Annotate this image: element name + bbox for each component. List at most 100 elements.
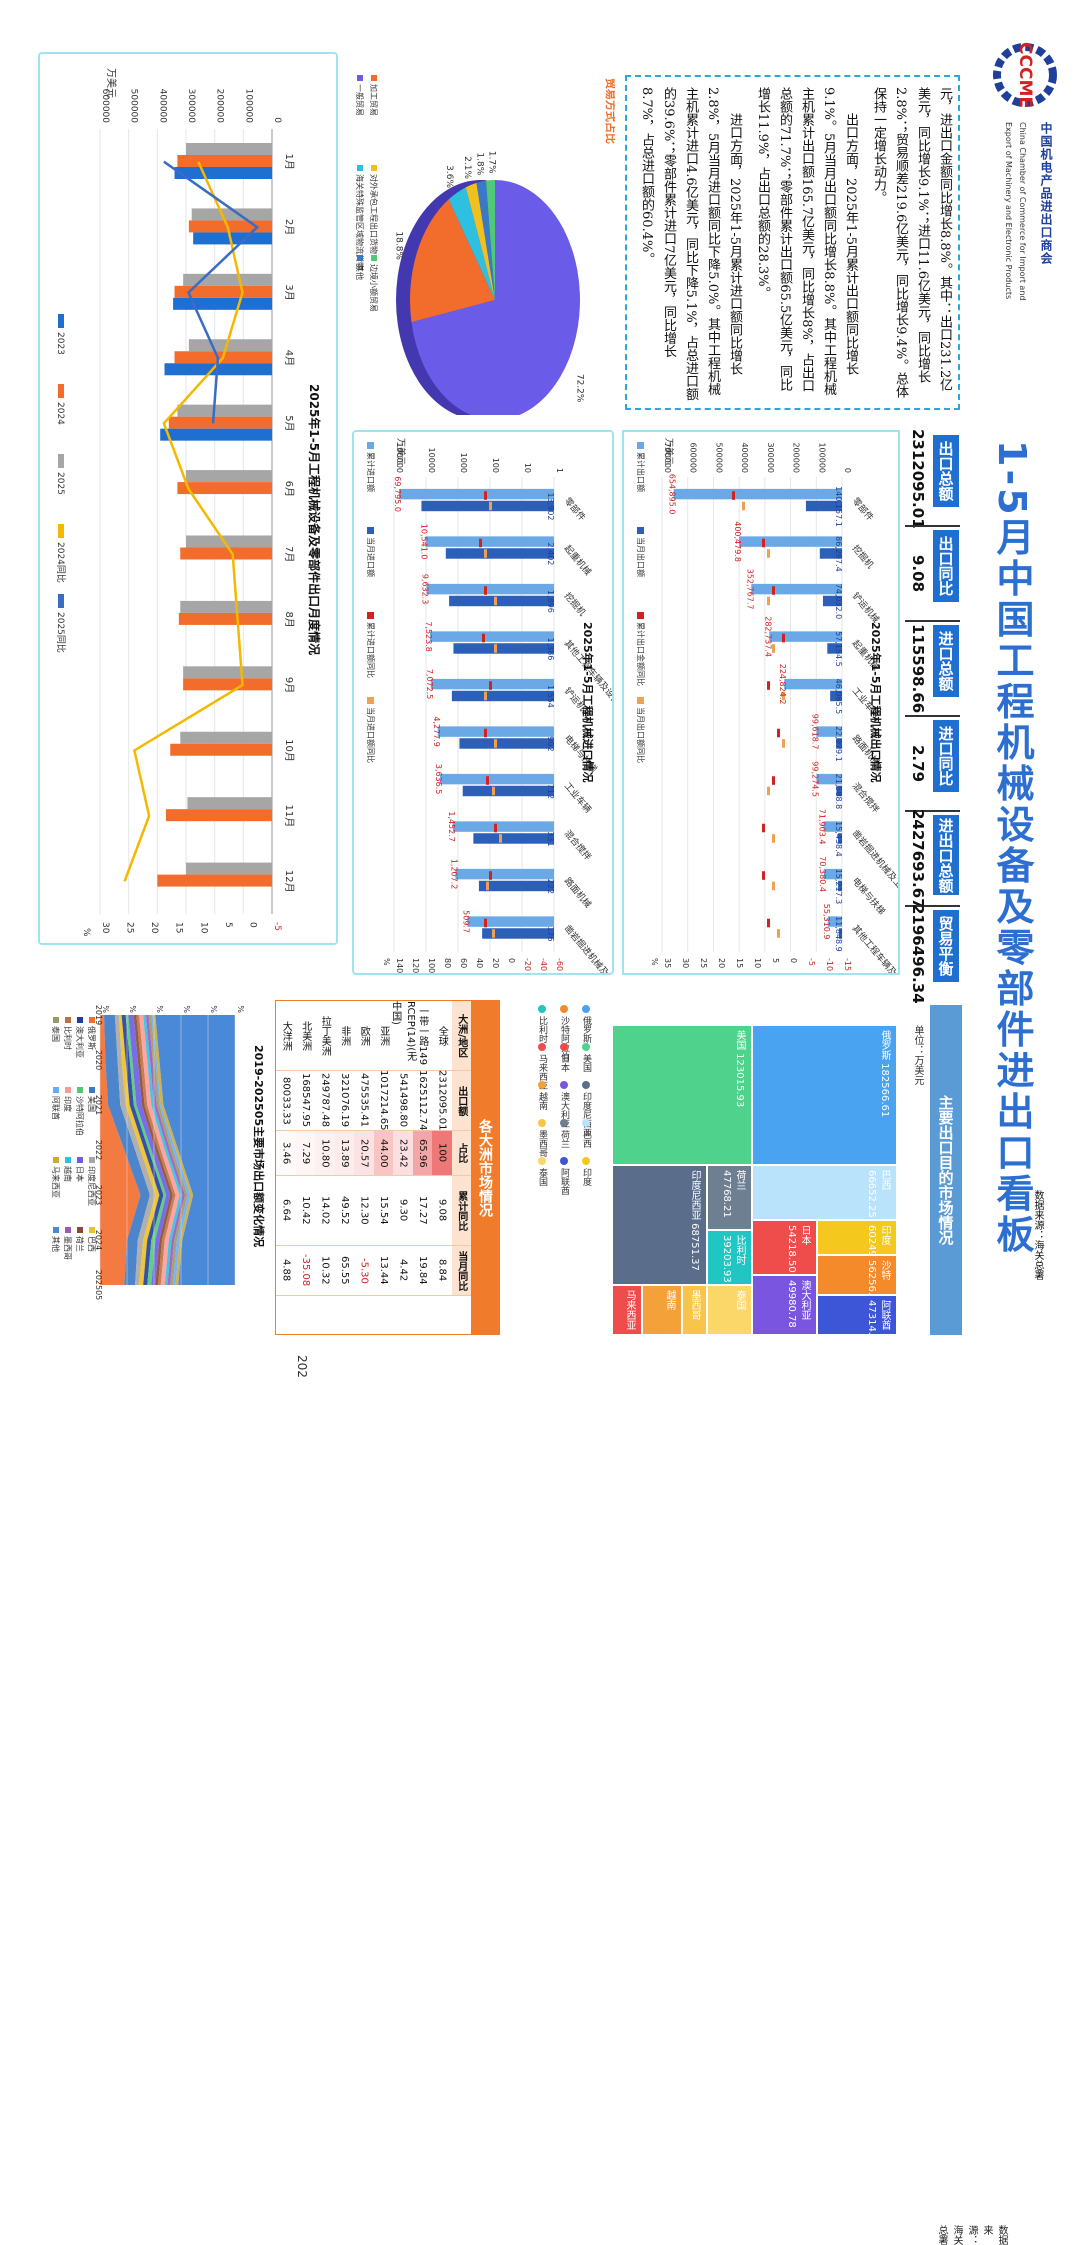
export-bar-chart: 0 100000 200000 300000 400000 500000 600000 700… <box>636 438 911 992</box>
import-right-tick: -40 <box>539 958 548 971</box>
export-bar-month <box>836 785 842 797</box>
monthly-right-tick-group: 5 <box>223 922 233 928</box>
import-marker-month-yoy <box>492 929 495 938</box>
monthly-bar <box>160 428 272 441</box>
treemap-cell-10: 阿联酋 47314.74 <box>817 1295 897 1335</box>
table-cell-text: 累计同比 <box>455 1190 467 1231</box>
import-month-label-group: 902 <box>546 736 555 751</box>
market-legend-label: 荷兰 <box>559 1130 569 1148</box>
export-marker-cum-yoy <box>772 776 775 785</box>
table-cell-text: 9.30 <box>397 1199 409 1222</box>
export-left-tick: 600000 <box>689 442 698 473</box>
table-cell: 4.42 <box>393 1246 413 1296</box>
import-right-tick: 80 <box>443 958 452 968</box>
export-right-tick: 5 <box>771 958 780 963</box>
treemap-cell-label: 美国 123015.93 <box>734 1030 745 1108</box>
market-legend-label: 日本 <box>559 1054 569 1072</box>
import-category-label: 工业车辆 <box>562 780 594 815</box>
import-cum-label-group: 9,632.3 <box>421 574 430 605</box>
export-cum-label-group: 71,903.4 <box>818 809 827 845</box>
monthly-left-tick: 0 <box>272 117 282 123</box>
market-legend-label: 越南 <box>537 1092 547 1110</box>
monthly-legend-swatch <box>58 524 64 538</box>
import-right-tick: 100 <box>427 958 436 973</box>
import-cum-label: 3,636.5 <box>434 764 443 795</box>
import-bar-month <box>445 548 554 559</box>
market-legend-label: 沙特阿拉伯 <box>559 1016 569 1061</box>
import-cum-label-group: 10,541.0 <box>419 524 428 560</box>
market-legend-label: 澳大利亚 <box>559 1092 569 1128</box>
table-cell-text: 80033.33 <box>280 1076 292 1125</box>
monthly-right-tick: 25 <box>125 922 135 933</box>
table-header-cell: 占比 <box>451 1131 471 1176</box>
monthly-month-label: 7月 <box>283 546 295 562</box>
export-unit: 万美元 <box>663 438 675 465</box>
export-cum-label: 99,274.5 <box>810 761 819 797</box>
area-band-other <box>155 1015 235 1285</box>
area-x-tick: 2019 <box>94 1005 103 1025</box>
table-cell-text: 475535.41 <box>358 1073 370 1128</box>
import-cum-label-group: 7,072.5 <box>425 669 434 700</box>
pie-legend-swatch <box>371 75 377 81</box>
treemap-cell-label: 阿联酋 47314.74 <box>866 1300 890 1335</box>
monthly-right-tick-group: 20 <box>149 922 159 934</box>
monthly-legend-label: 2025 <box>55 472 65 495</box>
area-y-tick-group: 100% <box>236 990 245 1013</box>
export-month-label-group: 86,297.4 <box>834 536 843 572</box>
import-bar-month <box>459 738 554 749</box>
table-cell-text: 13.44 <box>377 1256 389 1285</box>
monthly-line-2025-yoy <box>163 160 260 424</box>
export-month-label: 140,157.1 <box>834 486 843 527</box>
table-cell-text: RCEP(14)(无中国) <box>389 1001 416 1062</box>
area-legend-entry: 墨西哥 <box>63 1227 72 1260</box>
import-cum-label: 9,632.3 <box>421 574 430 605</box>
table-cell-text: 9.08 <box>436 1199 448 1222</box>
treemap-cell-14: 泰国 <box>707 1285 752 1335</box>
monthly-bar <box>174 167 272 179</box>
monthly-legend-label: 2024同比 <box>55 542 67 583</box>
kpi-trade-total: 进出口总额 2427693.67 <box>905 809 960 909</box>
export-left-tick: 400000 <box>740 442 749 473</box>
area-legend-entry: 沙特阿拉伯 <box>75 1087 85 1136</box>
area-band-7 <box>133 1015 173 1285</box>
import-cum-label-group: 1,452.7 <box>447 811 456 842</box>
export-month-label: 86,297.4 <box>834 536 843 572</box>
export-right-tick: 25 <box>699 958 708 968</box>
table-cell: 15.54 <box>373 1176 393 1246</box>
import-category-group: 路面机械 <box>562 875 594 910</box>
table-header-cell: 当月同比 <box>451 1246 471 1296</box>
export-bar-cumulative <box>673 488 842 500</box>
market-legend-dot <box>538 1119 546 1127</box>
import-cum-label: 10,541.0 <box>419 524 428 560</box>
area-band-8 <box>136 1015 176 1285</box>
table-cell: 8.84 <box>432 1246 452 1296</box>
table-cell-text: 17.27 <box>416 1196 428 1225</box>
export-cum-label: 55,310.9 <box>822 904 831 940</box>
area-y-tick-group: 60% <box>182 995 191 1013</box>
pie-label: 2.1% <box>462 156 472 179</box>
market-legend-dot <box>560 1081 568 1089</box>
table-cell-text: 亚洲 <box>377 1025 389 1046</box>
import-legend-swatch <box>367 442 374 449</box>
area-legend-entry: 阿联酋 <box>51 1087 61 1120</box>
pie-label-group-5: 1.7% <box>486 151 496 174</box>
import-right-tick-group: 140 <box>395 958 404 973</box>
export-marker-cum-yoy <box>762 538 765 548</box>
import-bar-cumulative <box>440 773 554 785</box>
import-cum-label: 7,523.8 <box>424 621 433 652</box>
table-cell-text: 大洲/地区 <box>455 1013 467 1058</box>
monthly-month-label: 8月 <box>283 611 295 627</box>
markets-title-bar: 主要出口目的市场情况 <box>930 1005 962 1335</box>
export-month-label: 15,217.3 <box>834 869 843 905</box>
import-bar-cumulative <box>398 488 554 500</box>
monthly-right-tick: 30 <box>100 922 110 934</box>
table-cell-text: 8.84 <box>436 1259 448 1282</box>
monthly-month-label: 12月 <box>283 870 295 893</box>
kpi-import-total: 进口总额 115598.66 <box>905 624 960 714</box>
monthly-bar <box>165 809 272 822</box>
export-right-tick-group: -15 <box>843 958 852 971</box>
treemap-cell-13: 墨西哥 <box>682 1285 707 1335</box>
monthly-right-tick: -5 <box>272 922 282 931</box>
area-legend-entry: 俄罗斯 <box>87 1017 97 1050</box>
import-legend-item: 当月进口额 <box>366 527 376 577</box>
